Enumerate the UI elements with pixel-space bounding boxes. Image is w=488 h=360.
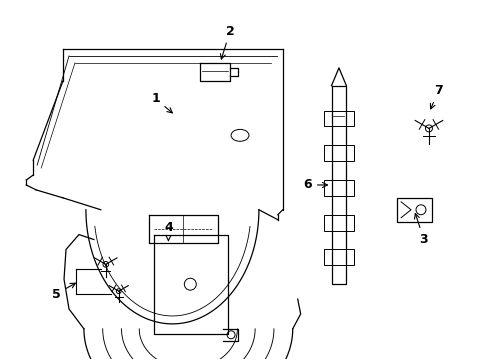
Text: 3: 3 <box>414 213 427 246</box>
Text: 1: 1 <box>151 92 172 113</box>
Text: 7: 7 <box>429 84 442 109</box>
Bar <box>323 249 354 265</box>
Bar <box>396 198 431 222</box>
Bar <box>323 215 354 231</box>
Text: 6: 6 <box>303 179 327 192</box>
Text: 4: 4 <box>164 221 172 240</box>
Text: 5: 5 <box>52 283 75 301</box>
Text: 2: 2 <box>220 24 234 59</box>
Bar <box>323 180 354 196</box>
Bar <box>323 111 354 126</box>
Bar <box>323 145 354 161</box>
